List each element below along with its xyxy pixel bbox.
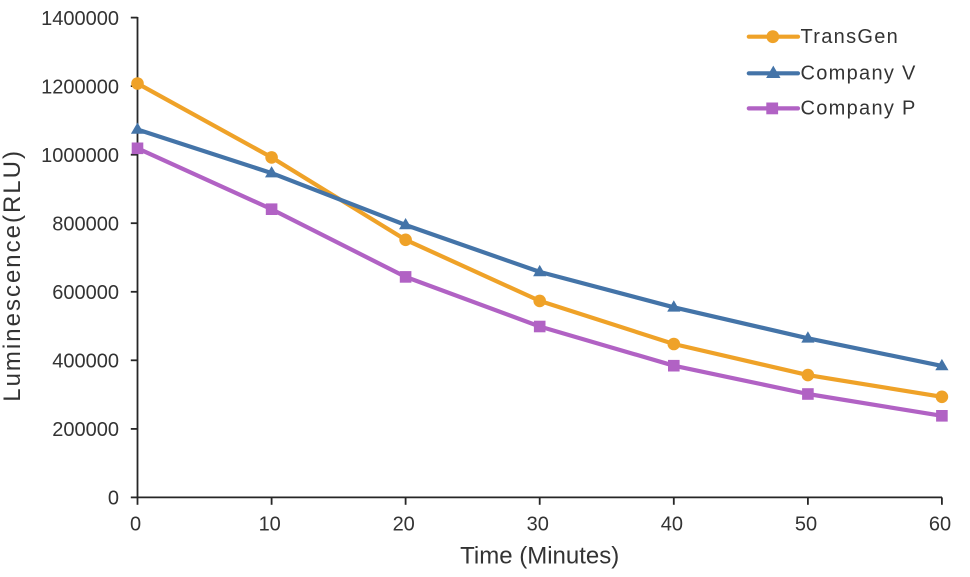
- svg-text:800000: 800000: [52, 213, 119, 235]
- svg-text:Company P: Company P: [801, 98, 917, 120]
- svg-text:400000: 400000: [52, 351, 119, 373]
- svg-text:600000: 600000: [52, 282, 119, 304]
- svg-text:50: 50: [795, 514, 817, 536]
- svg-text:1400000: 1400000: [41, 8, 119, 30]
- svg-text:20: 20: [393, 514, 415, 536]
- svg-text:TransGen: TransGen: [801, 26, 900, 48]
- svg-text:30: 30: [527, 514, 549, 536]
- svg-text:1200000: 1200000: [41, 76, 119, 98]
- svg-text:Company V: Company V: [801, 63, 917, 85]
- svg-text:1000000: 1000000: [41, 145, 119, 167]
- svg-text:60: 60: [929, 514, 951, 536]
- svg-text:Luminescence(RLU): Luminescence(RLU): [0, 149, 26, 402]
- svg-text:0: 0: [108, 488, 119, 510]
- svg-text:40: 40: [661, 514, 683, 536]
- svg-text:Time (Minutes): Time (Minutes): [460, 543, 619, 570]
- svg-text:10: 10: [259, 514, 281, 536]
- svg-text:0: 0: [130, 514, 141, 536]
- svg-text:200000: 200000: [52, 419, 119, 441]
